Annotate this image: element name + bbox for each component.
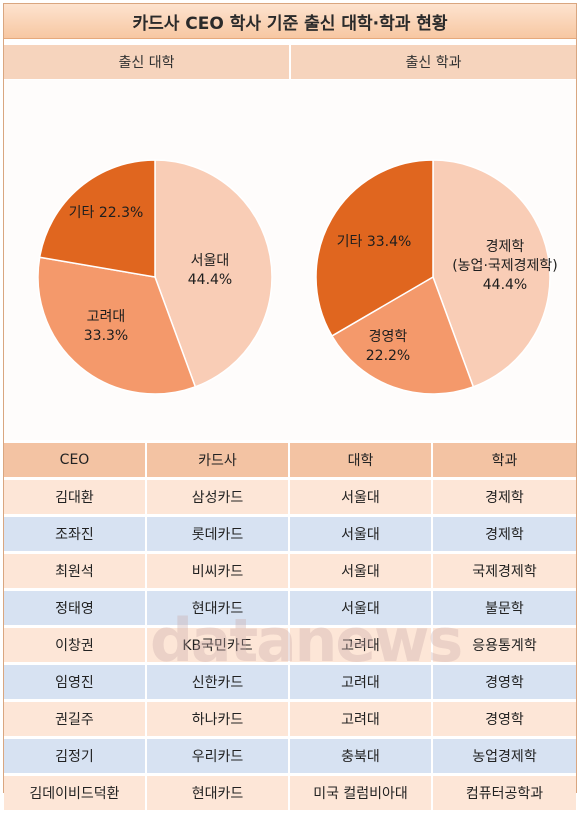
figure-title: 카드사 CEO 학사 기준 출신 대학·학과 현황 (4, 4, 576, 39)
pie2-econ-pct: 44.4% (482, 277, 528, 293)
cell-university: 고려대 (290, 665, 433, 699)
cell-major: 국제경제학 (433, 554, 576, 588)
cell-ceo: 이창권 (4, 628, 147, 662)
cell-ceo: 김정기 (4, 739, 147, 773)
pie-svg (37, 159, 551, 395)
pie1-slice-other (38, 159, 156, 278)
pie2-biz-pct: 22.2% (365, 348, 411, 364)
cell-university: 서울대 (290, 554, 433, 588)
table-row: 임영진 신한카드 고려대 경영학 (4, 665, 576, 699)
header-major: 학과 (433, 443, 576, 477)
table-row: 최원석 비씨카드 서울대 국제경제학 (4, 554, 576, 588)
cell-card-company: KB국민카드 (147, 628, 290, 662)
cell-university: 고려대 (290, 702, 433, 736)
pie2-label-other: 기타 33.4% (322, 233, 426, 252)
cell-university: 서울대 (290, 480, 433, 514)
cell-university: 고려대 (290, 628, 433, 662)
pie2-econ-sub: (농업·국제경제학) (452, 258, 558, 274)
cell-ceo: 김대환 (4, 480, 147, 514)
table-row: 김대환 삼성카드 서울대 경제학 (4, 480, 576, 514)
table-body: 김대환 삼성카드 서울대 경제학 조좌진 롯데카드 서울대 경제학 최원석 비씨카드 서울대 국제경제… (4, 480, 576, 810)
header-ceo: CEO (4, 443, 147, 477)
cell-ceo: 권길주 (4, 702, 147, 736)
pie2-other-pct: 33.4% (366, 234, 412, 250)
pie1-label-other: 기타 22.3% (56, 204, 156, 223)
cell-card-company: 현대카드 (147, 591, 290, 625)
pie2-slice-econ (432, 159, 551, 388)
cell-major: 경제학 (433, 517, 576, 551)
cell-ceo: 조좌진 (4, 517, 147, 551)
pie1-label-korea: 고려대 33.3% (76, 308, 136, 346)
cell-card-company: 우리카드 (147, 739, 290, 773)
cell-university: 충북대 (290, 739, 433, 773)
pie2-slice-biz (330, 275, 475, 395)
cell-card-company: 신한카드 (147, 665, 290, 699)
table-header-row: CEO 카드사 대학 학과 (4, 443, 576, 477)
pie1-seoul-name: 서울대 (190, 253, 230, 269)
cell-ceo: 정태영 (4, 591, 147, 625)
cell-university: 서울대 (290, 591, 433, 625)
table-row: 권길주 하나카드 고려대 경영학 (4, 702, 576, 736)
cell-major: 경영학 (433, 702, 576, 736)
pie2-biz-name: 경영학 (368, 329, 408, 345)
table-row: 김데이비드덕환 현대카드 미국 컬럼비아대 컴퓨터공학과 (4, 776, 576, 810)
cell-university: 서울대 (290, 517, 433, 551)
pie2-slice-other (315, 159, 434, 337)
pie1-seoul-pct: 44.4% (187, 272, 233, 288)
cell-major: 경영학 (433, 665, 576, 699)
header-university: 대학 (290, 443, 433, 477)
cell-card-company: 현대카드 (147, 776, 290, 810)
pie-charts-area: 서울대 44.4% 고려대 33.3% 기타 22.3% 경제학 (농업·국제경… (4, 80, 576, 440)
pie1-other-pct: 22.3% (98, 205, 144, 221)
pie1-korea-pct: 33.3% (83, 328, 129, 344)
cell-major: 농업경제학 (433, 739, 576, 773)
cell-ceo: 임영진 (4, 665, 147, 699)
table-row: 정태영 현대카드 서울대 불문학 (4, 591, 576, 625)
pie2-econ-name: 경제학 (485, 239, 525, 255)
cell-card-company: 비씨카드 (147, 554, 290, 588)
pie2-label-econ: 경제학 (농업·국제경제학) 44.4% (440, 238, 570, 295)
pie1-label-seoul: 서울대 44.4% (182, 252, 238, 290)
cell-ceo: 최원석 (4, 554, 147, 588)
pie1-other-name: 기타 (68, 205, 95, 221)
cell-ceo: 김데이비드덕환 (4, 776, 147, 810)
table-row: 이창권 KB국민카드 고려대 응용통계학 (4, 628, 576, 662)
table-row: 조좌진 롯데카드 서울대 경제학 (4, 517, 576, 551)
pie-title-university: 출신 대학 (4, 45, 289, 79)
cell-major: 응용통계학 (433, 628, 576, 662)
cell-card-company: 하나카드 (147, 702, 290, 736)
pie1-slice-seoul (154, 159, 273, 388)
ceo-table: CEO 카드사 대학 학과 김대환 삼성카드 서울대 경제학 조좌진 롯데카드 서울대 경제학… (4, 443, 576, 813)
pie1-korea-name: 고려대 (86, 309, 126, 325)
pie-title-major: 출신 학과 (291, 45, 576, 79)
pie2-other-name: 기타 (336, 234, 363, 250)
pie1-slice-korea (37, 256, 197, 395)
pie2-label-biz: 경영학 22.2% (356, 328, 420, 366)
cell-major: 컴퓨터공학과 (433, 776, 576, 810)
cell-major: 불문학 (433, 591, 576, 625)
cell-card-company: 롯데카드 (147, 517, 290, 551)
cell-card-company: 삼성카드 (147, 480, 290, 514)
header-card-company: 카드사 (147, 443, 290, 477)
cell-major: 경제학 (433, 480, 576, 514)
table-row: 김정기 우리카드 충북대 농업경제학 (4, 739, 576, 773)
cell-university: 미국 컬럼비아대 (290, 776, 433, 810)
